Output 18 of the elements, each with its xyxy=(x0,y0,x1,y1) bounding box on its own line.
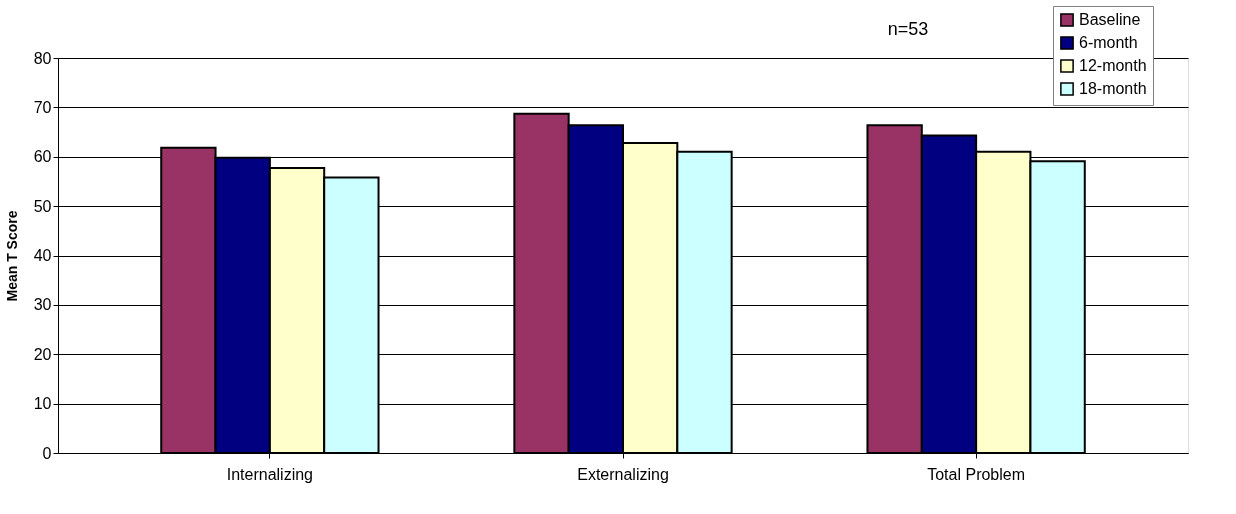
legend-label: Baseline xyxy=(1079,11,1141,28)
y-tick-label: 0 xyxy=(42,444,52,462)
y-tick-label: 40 xyxy=(33,247,52,264)
legend-label: 6-month xyxy=(1079,34,1138,51)
y-axis-title: Mean T Score xyxy=(3,210,20,302)
y-tick-label: 10 xyxy=(33,395,52,413)
x-tick-label: Externalizing xyxy=(577,465,669,483)
y-tick-label: 20 xyxy=(33,345,52,363)
y-tick-label: 70 xyxy=(33,98,52,116)
y-tick-label: 50 xyxy=(33,197,52,215)
x-tick-label: Internalizing xyxy=(226,465,314,483)
legend-label: 18-month xyxy=(1079,80,1147,97)
text: n=53 xyxy=(887,19,929,39)
legend-label: 12-month xyxy=(1079,57,1147,74)
y-tick-label: 60 xyxy=(33,148,52,166)
x-tick-label: Total Problem xyxy=(927,465,1026,483)
y-tick-label: 80 xyxy=(33,49,52,67)
y-tick-label: 30 xyxy=(33,296,52,314)
